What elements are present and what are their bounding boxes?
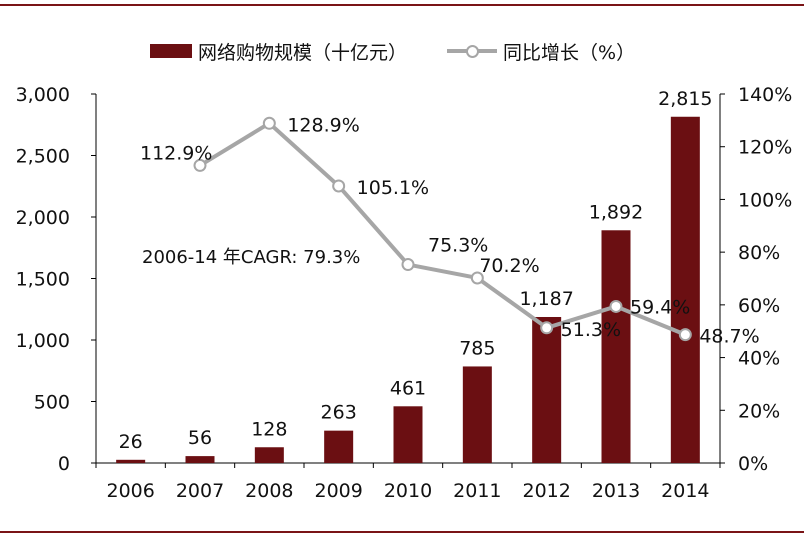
legend-bar-swatch (150, 44, 192, 58)
growth-value-label: 70.2% (479, 255, 539, 277)
bar-value-label: 56 (188, 427, 212, 449)
bar (670, 116, 700, 463)
x-tick-label: 2007 (176, 480, 224, 502)
y-left-tick-label: 500 (34, 392, 70, 414)
growth-point (193, 158, 207, 172)
bar (324, 430, 354, 463)
bar-value-label: 461 (390, 377, 426, 399)
bar-value-label: 785 (459, 337, 495, 359)
growth-value-label: 75.3% (428, 235, 488, 257)
y-right-tick-label: 0% (738, 453, 768, 475)
growth-value-label: 128.9% (287, 114, 359, 136)
bar-value-label: 1,892 (589, 201, 643, 223)
x-tick-label: 2009 (314, 480, 362, 502)
growth-point (609, 299, 623, 313)
y-left-tick-label: 1,500 (16, 269, 70, 291)
legend: 网络购物规模（十亿元） 同比增长（%） (150, 38, 675, 64)
growth-value-label: 51.3% (561, 319, 621, 341)
y-right-tick-label: 20% (738, 400, 780, 422)
legend-line-label: 同比增长（%） (503, 41, 636, 64)
bar (116, 459, 146, 463)
y-right-tick-label: 120% (738, 137, 792, 159)
bar-value-label: 2,815 (658, 88, 712, 110)
bar-value-label: 26 (119, 431, 143, 453)
bar (185, 456, 215, 463)
y-right-tick-label: 80% (738, 242, 780, 264)
growth-value-label: 59.4% (630, 296, 690, 318)
bar-value-label: 128 (251, 418, 287, 440)
x-tick-label: 2008 (245, 480, 293, 502)
growth-value-label: 105.1% (357, 177, 429, 199)
y-right-tick-label: 100% (738, 189, 792, 211)
x-tick-label: 2011 (453, 480, 501, 502)
growth-point (262, 116, 276, 130)
growth-value-label: 48.7% (699, 326, 759, 348)
y-right-tick-label: 140% (738, 84, 792, 106)
bar (393, 406, 423, 463)
x-tick-label: 2010 (384, 480, 432, 502)
bar (254, 447, 284, 463)
y-left-tick-label: 0 (58, 453, 70, 475)
bar (462, 366, 492, 463)
growth-point (332, 179, 346, 193)
growth-point (401, 258, 415, 272)
x-tick-label: 2014 (661, 480, 709, 502)
bar (532, 316, 562, 463)
bar-value-label: 263 (321, 402, 357, 424)
y-left-tick-label: 1,000 (16, 330, 70, 352)
growth-point (470, 271, 484, 285)
growth-value-label: 112.9% (140, 142, 212, 164)
y-left-tick-label: 3,000 (16, 84, 70, 106)
bottom-rule (0, 531, 804, 533)
x-tick-label: 2013 (592, 480, 640, 502)
legend-bar-label: 网络购物规模（十亿元） (198, 41, 408, 64)
y-left-tick-label: 2,500 (16, 146, 70, 168)
bar-value-label: 1,187 (519, 288, 573, 310)
y-right-tick-label: 40% (738, 348, 780, 370)
x-tick-label: 2006 (106, 480, 154, 502)
y-left-tick-label: 2,000 (16, 207, 70, 229)
growth-point (540, 321, 554, 335)
legend-item-bar: 网络购物规模（十亿元） (150, 38, 407, 65)
top-rule (0, 4, 804, 6)
growth-line (198, 121, 687, 337)
legend-line-swatch (447, 44, 498, 58)
x-tick-label: 2012 (522, 480, 570, 502)
legend-item-line: 同比增长（%） (447, 38, 635, 65)
y-right-tick-label: 60% (738, 295, 780, 317)
cagr-annotation: 2006-14 年CAGR: 79.3% (142, 247, 360, 268)
bar (601, 230, 631, 463)
growth-point (678, 328, 692, 342)
